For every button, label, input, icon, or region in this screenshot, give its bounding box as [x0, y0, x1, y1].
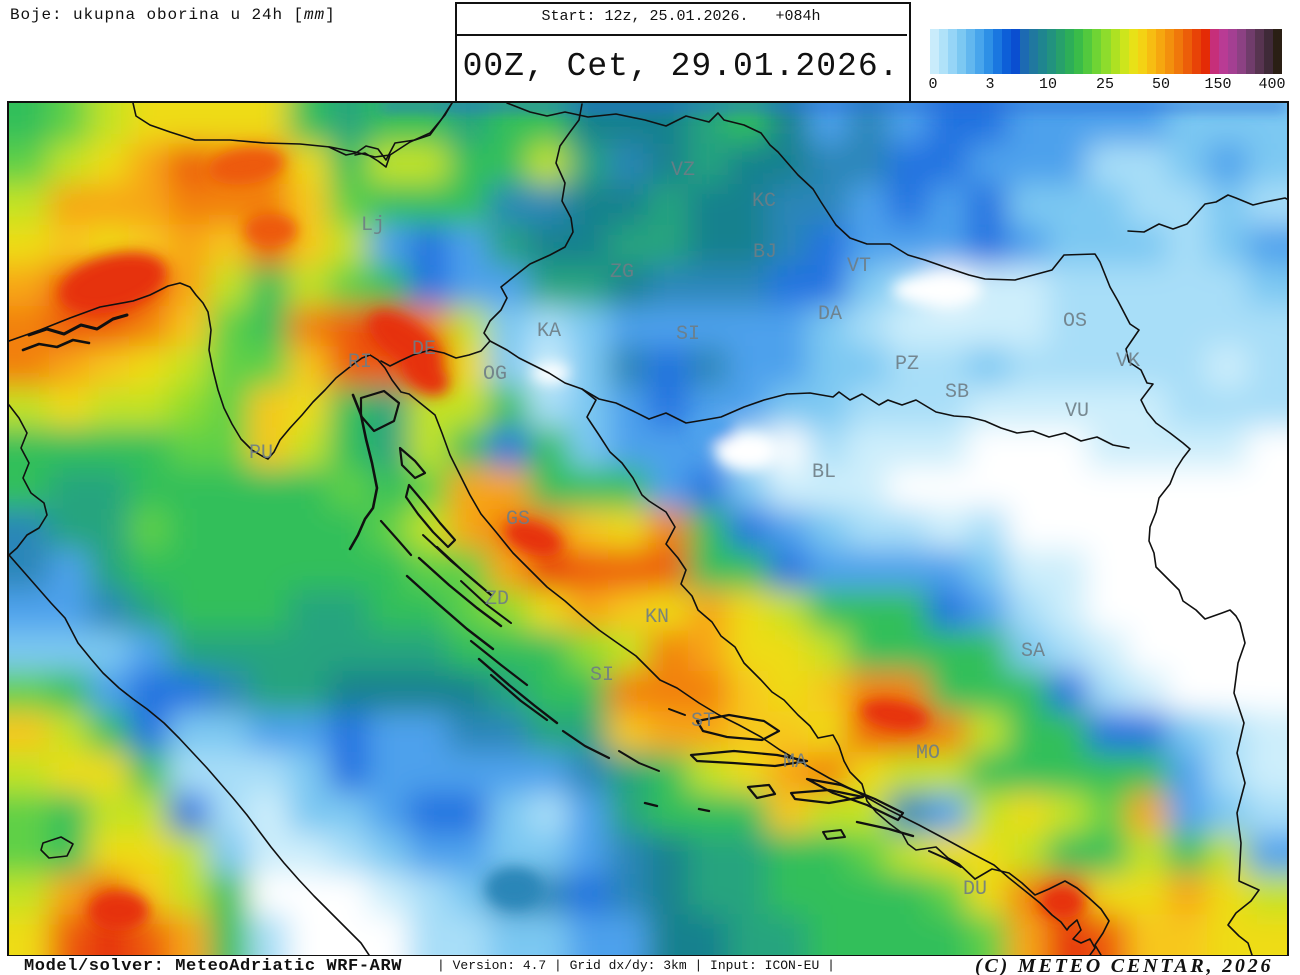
svg-text:MA: MA: [783, 751, 807, 774]
svg-text:VK: VK: [1116, 350, 1140, 373]
svg-text:KC: KC: [752, 190, 776, 213]
svg-text:GS: GS: [506, 508, 530, 531]
svg-text:ZG: ZG: [610, 261, 634, 284]
svg-text:BJ: BJ: [753, 241, 777, 264]
svg-text:Lj: Lj: [361, 214, 385, 237]
svg-text:OG: OG: [483, 363, 507, 386]
svg-text:VU: VU: [1065, 400, 1089, 423]
svg-text:SI: SI: [590, 664, 614, 687]
svg-text:VT: VT: [847, 255, 871, 278]
svg-text:DA: DA: [818, 303, 842, 326]
svg-text:KN: KN: [645, 606, 669, 629]
svg-text:DE: DE: [412, 338, 436, 361]
svg-text:DU: DU: [963, 878, 987, 901]
svg-text:PU: PU: [249, 442, 273, 465]
svg-text:KA: KA: [537, 320, 561, 343]
svg-text:VZ: VZ: [671, 159, 695, 182]
svg-text:ZD: ZD: [485, 588, 509, 611]
svg-text:ST: ST: [691, 710, 715, 733]
svg-text:OS: OS: [1063, 310, 1087, 333]
svg-text:PZ: PZ: [895, 353, 919, 376]
svg-text:SA: SA: [1021, 640, 1045, 663]
svg-text:RI: RI: [348, 351, 372, 374]
svg-text:SB: SB: [945, 381, 969, 404]
svg-text:SI: SI: [676, 323, 700, 346]
svg-text:BL: BL: [812, 461, 836, 484]
svg-text:MO: MO: [916, 742, 940, 765]
